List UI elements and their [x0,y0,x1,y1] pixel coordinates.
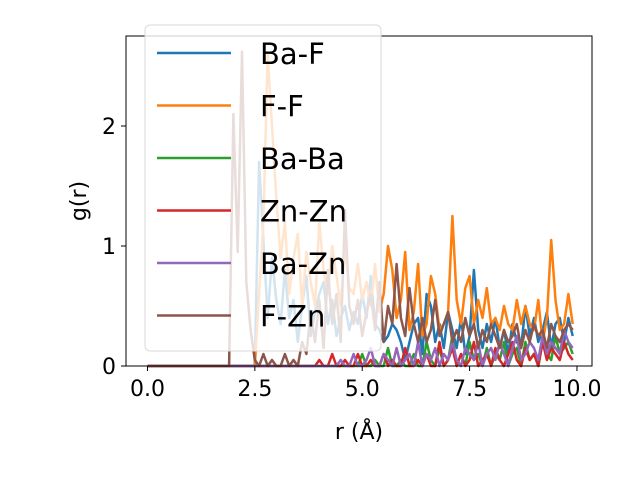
y-tick-label: 2 [102,115,116,140]
legend-label-f-zn: F-Zn [260,300,325,334]
legend-label-ba-zn: Ba-Zn [260,247,346,281]
legend-label-f-f: F-F [260,90,304,124]
y-tick-label: 1 [102,235,116,260]
x-tick-label: 2.5 [237,377,272,402]
legend-label-zn-zn: Zn-Zn [260,195,347,229]
legend-label-ba-f: Ba-F [260,37,325,71]
x-tick-label: 5.0 [345,377,380,402]
x-tick-label: 10.0 [552,377,601,402]
legend-label-ba-ba: Ba-Ba [260,142,345,176]
x-axis-label: r (Å) [335,418,383,445]
y-axis-label: g(r) [67,181,92,221]
legend: Ba-F F-F Ba-Ba Zn-Zn Ba-Zn F-Zn [144,24,382,352]
ticks-layer: 0.0 2.5 5.0 7.5 10.0 0 1 2 [102,115,601,402]
x-tick-label: 7.5 [452,377,487,402]
x-tick-label: 0.0 [130,377,165,402]
y-tick-label: 0 [102,355,116,380]
